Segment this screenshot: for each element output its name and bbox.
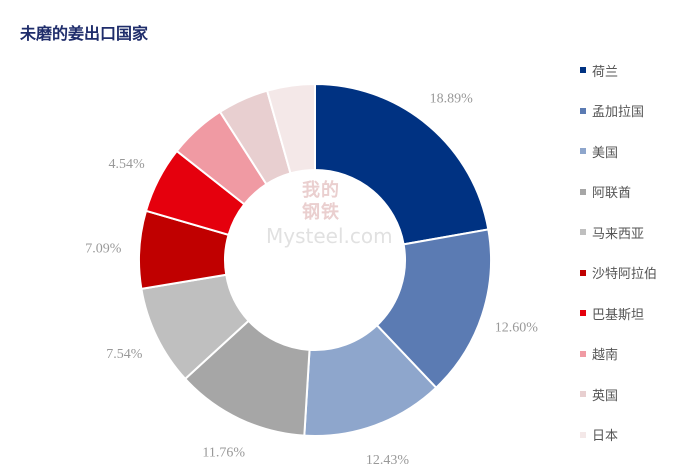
legend-swatch-5 <box>580 229 586 236</box>
watermark-line1: 我的 <box>302 180 340 201</box>
legend-item-8: 越南 <box>580 334 700 375</box>
slice-1 <box>314 82 490 246</box>
legend-item-5: 马来西亚 <box>580 212 700 253</box>
data-label-6: 7.09% <box>85 241 122 256</box>
legend-item-4: 阿联酋 <box>580 172 700 213</box>
legend-label-4: 阿联酋 <box>592 186 632 202</box>
legend-swatch-10 <box>580 431 586 438</box>
legend-swatch-6 <box>580 269 586 276</box>
legend-label-6: 沙特阿拉伯 <box>592 267 658 283</box>
legend-swatch-9 <box>580 391 586 398</box>
legend-label-7: 巴基斯坦 <box>592 307 645 323</box>
data-labels-group: 18.89% 12.60% 12.43% 11.76% 7.54% 7.09% 4.54% <box>85 92 538 469</box>
watermark-logo: 我的 钢铁 Mysteel.com <box>266 180 393 248</box>
legend-swatch-1 <box>580 67 586 74</box>
legend-swatch-7 <box>580 310 586 317</box>
slice-10 <box>265 82 316 175</box>
data-label-2: 12.60% <box>495 320 539 335</box>
legend-item-7: 巴基斯坦 <box>580 293 700 334</box>
legend-label-3: 美国 <box>592 145 619 161</box>
legend-item-1: 荷兰 <box>580 50 700 91</box>
legend-item-3: 美国 <box>580 131 700 172</box>
legend-label-2: 孟加拉国 <box>592 105 645 121</box>
legend-swatch-4 <box>580 188 586 195</box>
data-label-1: 18.89% <box>430 92 474 107</box>
legend-label-1: 荷兰 <box>592 64 619 80</box>
slices-group <box>138 82 492 437</box>
watermark-line3: Mysteel.com <box>266 224 393 248</box>
legend-label-5: 马来西亚 <box>592 226 645 242</box>
data-label-5: 7.54% <box>106 347 143 362</box>
data-label-4: 11.76% <box>202 445 245 460</box>
legend-swatch-3 <box>580 148 586 155</box>
watermark-line2: 钢铁 <box>302 202 340 223</box>
legend-item-2: 孟加拉国 <box>580 91 700 132</box>
legend-label-10: 日本 <box>592 429 619 445</box>
legend-item-9: 英国 <box>580 374 700 415</box>
legend-label-9: 英国 <box>592 388 619 404</box>
data-label-7: 4.54% <box>108 157 145 172</box>
legend-swatch-8 <box>580 350 586 357</box>
legend: 荷兰孟加拉国美国阿联酋马来西亚沙特阿拉伯巴基斯坦越南英国日本 <box>580 50 700 455</box>
data-label-3: 12.43% <box>366 453 410 468</box>
legend-swatch-2 <box>580 107 586 114</box>
chart-title: 未磨的姜出口国家 <box>20 24 149 43</box>
legend-item-10: 日本 <box>580 415 700 456</box>
legend-label-8: 越南 <box>592 348 619 364</box>
legend-item-6: 沙特阿拉伯 <box>580 253 700 294</box>
